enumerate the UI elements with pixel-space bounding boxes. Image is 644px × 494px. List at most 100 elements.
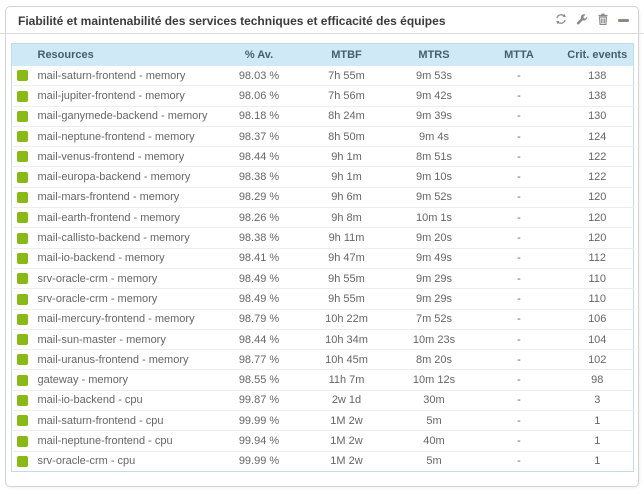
mtbf-value: 9h 55m — [301, 267, 392, 289]
table-row[interactable]: mail-io-backend - memory 98.41 % 9h 47m … — [11, 247, 634, 269]
table-row[interactable]: mail-io-backend - cpu 99.87 % 2w 1d 30m … — [11, 389, 634, 411]
configure-button[interactable] — [574, 13, 589, 28]
table-row[interactable]: mail-europa-backend - memory 98.38 % 9h … — [11, 166, 634, 188]
table-row[interactable]: mail-mercury-frontend - memory 98.79 % 1… — [11, 308, 634, 330]
resource-name: mail-europa-backend - memory — [37, 166, 217, 188]
availability-value: 99.99 % — [216, 450, 302, 472]
availability-value: 99.99 % — [216, 410, 302, 431]
refresh-button[interactable] — [553, 13, 568, 28]
widget-title: Fiabilité et maintenabilité des services… — [18, 13, 446, 28]
mtrs-value: 9m 20s — [391, 227, 477, 249]
status-cell — [11, 146, 38, 167]
mtbf-value: 9h 1m — [301, 146, 392, 167]
mtta-value: - — [476, 85, 562, 107]
table-row[interactable]: mail-uranus-frontend - memory 98.77 % 10… — [11, 349, 634, 370]
availability-value: 98.26 % — [216, 207, 302, 228]
table-row[interactable]: srv-oracle-crm - memory 98.49 % 9h 55m 9… — [11, 267, 634, 289]
availability-value: 98.38 % — [216, 227, 302, 249]
status-ok-indicator — [17, 212, 28, 224]
crit-events-value: 106 — [561, 308, 634, 330]
crit-events-value: 110 — [561, 267, 634, 289]
delete-button[interactable] — [595, 13, 610, 28]
column-header-mtta: MTTA — [476, 43, 562, 66]
mtta-value: - — [476, 207, 562, 228]
mtrs-value: 9m 29s — [391, 288, 477, 310]
mtrs-value: 9m 39s — [391, 105, 477, 127]
table-row[interactable]: mail-sun-master - memory 98.44 % 10h 34m… — [11, 328, 634, 350]
table-row[interactable]: srv-oracle-crm - memory 98.49 % 9h 55m 9… — [11, 288, 634, 310]
table-header: Resources % Av. MTBF MTRS MTTA Crit. eve… — [11, 43, 634, 66]
mtbf-value: 9h 47m — [301, 247, 392, 269]
widget-card: Fiabilité et maintenabilité des services… — [5, 6, 639, 487]
status-ok-indicator — [17, 90, 28, 102]
status-ok-indicator — [17, 435, 28, 447]
widget-toolbar — [553, 7, 631, 34]
mtta-value: - — [476, 410, 562, 431]
availability-value: 98.38 % — [216, 166, 302, 188]
mtbf-value: 11h 7m — [301, 369, 392, 391]
collapse-button[interactable] — [616, 13, 631, 28]
table-row[interactable]: mail-mars-frontend - memory 98.29 % 9h 6… — [11, 186, 634, 208]
mtrs-value: 8m 51s — [391, 146, 477, 167]
resource-name: mail-mercury-frontend - memory — [37, 308, 217, 330]
availability-value: 98.06 % — [216, 85, 302, 107]
crit-events-value: 98 — [561, 369, 634, 391]
crit-events-value: 122 — [561, 146, 634, 167]
crit-events-value: 110 — [561, 288, 634, 310]
resource-name: mail-ganymede-backend - memory — [37, 105, 217, 127]
minus-icon — [618, 19, 629, 22]
mtbf-value: 9h 8m — [301, 207, 392, 228]
column-header-mtrs: MTRS — [391, 43, 477, 66]
status-ok-indicator — [17, 252, 28, 264]
mtrs-value: 9m 49s — [391, 247, 477, 269]
mtta-value: - — [476, 450, 562, 472]
table-row[interactable]: mail-neptune-frontend - memory 98.37 % 8… — [11, 125, 634, 147]
column-header-availability: % Av. — [216, 43, 302, 66]
table-row[interactable]: srv-oracle-crm - cpu 99.99 % 1M 2w 5m - … — [11, 450, 634, 472]
mtrs-value: 10m 12s — [391, 369, 477, 391]
table-row[interactable]: mail-ganymede-backend - memory 98.18 % 8… — [11, 105, 634, 127]
column-header-status — [11, 43, 38, 66]
table-row[interactable]: mail-saturn-frontend - cpu 99.99 % 1M 2w… — [11, 410, 634, 431]
table-row[interactable]: mail-earth-frontend - memory 98.26 % 9h … — [11, 207, 634, 228]
table-row[interactable]: mail-neptune-frontend - cpu 99.94 % 1M 2… — [11, 430, 634, 452]
table-row[interactable]: gateway - memory 98.55 % 11h 7m 10m 12s … — [11, 369, 634, 391]
refresh-icon — [555, 13, 567, 28]
table-row[interactable]: mail-venus-frontend - memory 98.44 % 9h … — [11, 146, 634, 167]
status-ok-indicator — [17, 171, 28, 183]
mtta-value: - — [476, 105, 562, 127]
mtta-value: - — [476, 166, 562, 188]
status-ok-indicator — [17, 334, 28, 346]
status-ok-indicator — [17, 151, 28, 163]
resource-name: mail-saturn-frontend - memory — [37, 69, 186, 82]
mtta-value: - — [476, 186, 562, 208]
availability-table: Resources % Av. MTBF MTRS MTTA Crit. eve… — [11, 43, 634, 472]
status-ok-indicator — [17, 232, 28, 244]
mtrs-value: 10m 1s — [391, 207, 477, 228]
mtta-value: - — [476, 308, 562, 330]
table-row[interactable]: mail-saturn-frontend - memory 98.03 % 7h… — [12, 66, 634, 86]
table-row[interactable]: mail-jupiter-frontend - memory 98.06 % 7… — [11, 85, 634, 107]
availability-value: 98.37 % — [216, 125, 302, 147]
status-ok-indicator — [17, 273, 28, 285]
status-ok-indicator — [17, 394, 28, 406]
mtrs-value: 9m 29s — [391, 267, 477, 289]
resource-name: mail-earth-frontend - memory — [37, 207, 217, 228]
mtrs-value: 9m 4s — [391, 125, 477, 147]
status-cell — [11, 125, 38, 147]
crit-events-value: 130 — [561, 105, 634, 127]
mtbf-value: 1M 2w — [301, 410, 392, 431]
mtbf-value: 7h 56m — [301, 85, 392, 107]
resource-name: mail-uranus-frontend - memory — [37, 349, 217, 370]
mtrs-value: 9m 42s — [391, 85, 477, 107]
status-cell — [11, 308, 38, 330]
table-row[interactable]: mail-callisto-backend - memory 98.38 % 9… — [11, 227, 634, 249]
resource-name: mail-neptune-frontend - cpu — [37, 430, 217, 452]
availability-value: 98.44 % — [216, 146, 302, 167]
resource-name: mail-venus-frontend - memory — [37, 146, 217, 167]
mtrs-value: 40m — [391, 430, 477, 452]
status-cell — [11, 349, 38, 370]
status-cell — [11, 105, 38, 127]
status-cell — [11, 328, 38, 350]
mtrs-value: 5m — [391, 450, 477, 472]
